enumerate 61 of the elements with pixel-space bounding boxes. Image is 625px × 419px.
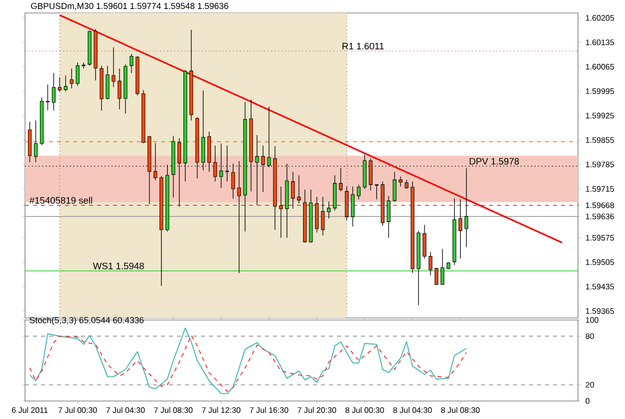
candlestick [428, 252, 432, 276]
candlestick [422, 224, 426, 260]
candlestick [291, 171, 295, 210]
candlestick [464, 168, 468, 248]
candlestick [458, 199, 462, 260]
y-tick-label: 0 [586, 398, 590, 404]
ref-line-label: R1 1.6011 [342, 42, 384, 50]
candlestick [386, 196, 390, 238]
y-tick-label: 1.60135 [586, 39, 614, 46]
ref-line-label: #15405819 sell [29, 196, 92, 204]
candlestick [279, 186, 283, 238]
y-tick-label: 1.59995 [586, 88, 614, 94]
y-tick-label: 1.60065 [586, 64, 614, 70]
x-tick-label: 7 Jul 20:30 [298, 407, 336, 413]
y-tick-label: 1.59575 [586, 234, 614, 241]
candlestick [70, 68, 74, 89]
y-tick-label: 100 [586, 317, 598, 323]
candlestick [106, 65, 110, 100]
candlestick [356, 184, 361, 200]
y-tick-label: 1.59636 [586, 214, 614, 220]
x-tick-label: 7 Jul 12:30 [202, 407, 240, 413]
x-tick-label: 7 Jul 04:30 [106, 407, 145, 413]
chart-title: GBPUSDm,M30 1.59601 1.59774 1.59548 1.59636 [31, 2, 228, 10]
candlestick [404, 179, 408, 190]
y-tick-label: 1.60205 [586, 15, 614, 21]
y-tick-label: 1.59435 [586, 284, 614, 290]
candlestick [130, 53, 134, 74]
x-tick-label: 8 Jul 00:30 [345, 407, 384, 413]
candlestick [398, 176, 402, 187]
y-tick-label: 1.59925 [586, 112, 614, 118]
candlestick [52, 72, 56, 112]
candlestick [297, 174, 301, 204]
x-tick-label: 8 Jul 04:30 [393, 407, 432, 413]
x-tick-label: 7 Jul 16:30 [250, 407, 288, 413]
candlestick [34, 120, 38, 163]
chart-title: Stoch(5,3,3) 65.0544 60.4336 [30, 316, 144, 325]
x-tick-label: 8 Jul 08:30 [441, 407, 480, 413]
y-tick-label: 1.59365 [586, 308, 614, 314]
x-tick-label: 7 Jul 08:30 [154, 407, 193, 413]
y-tick-label: 1.59855 [586, 137, 614, 143]
y-tick-label: 1.59505 [586, 259, 614, 265]
y-tick-label: 1.59668 [586, 202, 614, 208]
ref-line-label: WS1 1.5948 [93, 262, 144, 270]
y-tick-label: 1.59785 [586, 162, 614, 168]
ref-line-label: DPV 1.5978 [470, 158, 519, 165]
x-tick-label: 7 Jul 00:30 [58, 407, 97, 413]
candlestick [118, 68, 122, 110]
candlestick [76, 62, 80, 86]
candlestick [58, 76, 62, 92]
candlestick [321, 196, 325, 236]
candlestick [392, 171, 396, 202]
candlestick [434, 267, 438, 286]
candlestick [46, 84, 50, 111]
x-tick-label: 6 Jul 2011 [12, 407, 48, 413]
y-tick-label: 1.59715 [586, 186, 614, 192]
y-tick-label: 80 [586, 333, 594, 340]
candlestick [64, 75, 68, 92]
y-tick-label: 20 [586, 382, 594, 388]
candlestick [350, 186, 355, 227]
candlestick [112, 46, 116, 88]
candlestick [326, 201, 331, 219]
